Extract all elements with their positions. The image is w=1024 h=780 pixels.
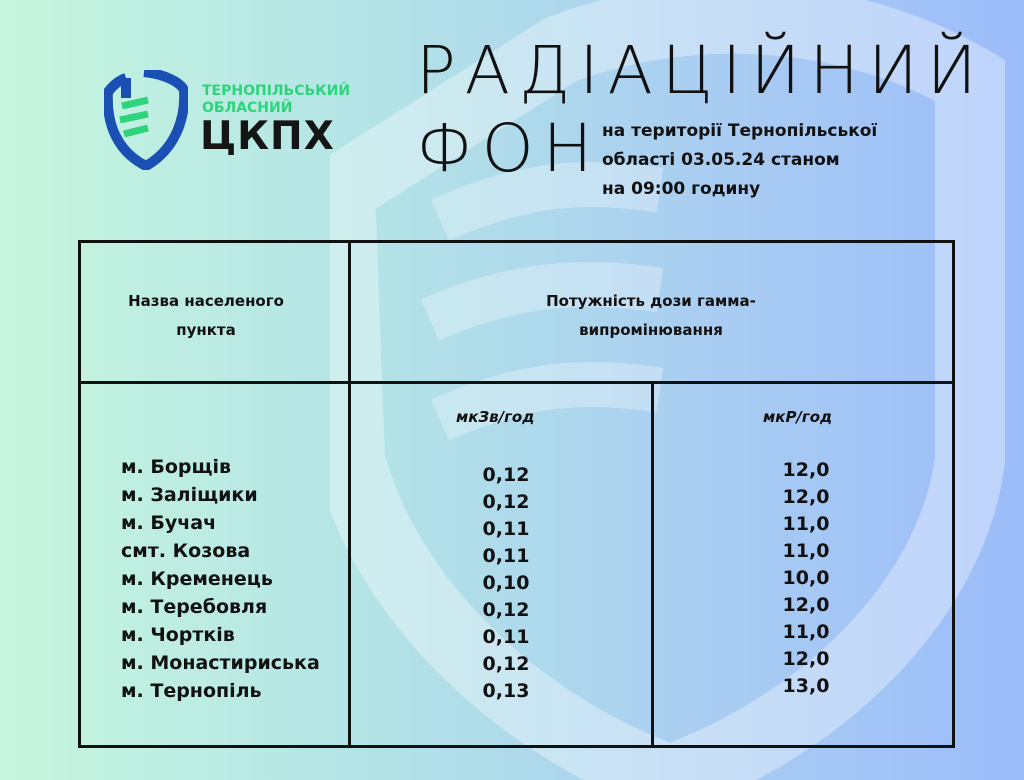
logo-text-line2: ОБЛАСНИЙ	[202, 100, 293, 116]
table-cell-ur: 12,0	[782, 594, 830, 616]
divider	[348, 243, 351, 745]
table-cell-usv: 0,13	[482, 680, 530, 702]
header-settlement: Назва населеного пункта	[128, 292, 284, 339]
table-cell-ur: 12,0	[782, 459, 830, 481]
table-cell-usv: 0,11	[482, 518, 530, 540]
subtitle-line: на 09:00 годину	[602, 179, 761, 199]
page-title-line1: РАДІАЦІЙНИЙ	[416, 32, 986, 109]
table-cell-ur: 11,0	[782, 621, 830, 643]
table-cell-name: м. Тернопіль	[121, 680, 262, 702]
subtitle-line: області 03.05.24 станом	[602, 150, 840, 170]
table-cell-name: м. Чортків	[121, 624, 235, 646]
subtitle-line: на території Тернопільської	[602, 121, 878, 141]
unit-usv: мкЗв/год	[456, 408, 535, 426]
table-cell-ur: 11,0	[782, 513, 830, 535]
usv-values: 0,12 0,12 0,11 0,11 0,10 0,12 0,11 0,12 0,13	[461, 462, 551, 705]
page-title-line2: ФОН	[416, 110, 602, 187]
table-cell-usv: 0,12	[482, 599, 530, 621]
shield-watermark-icon	[330, 0, 1005, 780]
table-cell-ur: 10,0	[782, 567, 830, 589]
table-cell-usv: 0,12	[482, 464, 530, 486]
table-cell-name: м. Заліщики	[121, 484, 258, 506]
table-cell-name: м. Борщів	[121, 456, 232, 478]
table-cell-name: м. Кременець	[121, 568, 273, 590]
header-dose: Потужність дози гамма-випромінювання	[546, 292, 756, 339]
table-cell-name: м. Монастириська	[121, 652, 320, 674]
table-cell-ur: 11,0	[782, 540, 830, 562]
table-cell-ur: 13,0	[782, 675, 830, 697]
table-cell-usv: 0,11	[482, 545, 530, 567]
table-cell-name: м. Бучач	[121, 512, 217, 534]
unit-ur: мкР/год	[763, 408, 833, 426]
ur-values: 12,0 12,0 11,0 11,0 10,0 12,0 11,0 12,0 13,0	[761, 457, 851, 700]
divider	[81, 381, 952, 384]
table-cell-ur: 12,0	[782, 486, 830, 508]
table-cell-usv: 0,10	[482, 572, 530, 594]
settlement-list: м. Борщів м. Заліщики м. Бучач смт. Козова м…	[121, 453, 320, 705]
table-cell-name: м. Теребовля	[121, 596, 268, 618]
logo-shield-icon	[104, 70, 188, 170]
table-cell-name: смт. Козова	[121, 540, 251, 562]
subtitle: на території Тернопільської області 03.0…	[602, 117, 877, 204]
table-cell-usv: 0,11	[482, 626, 530, 648]
radiation-table: Назва населеного пункта Потужність дози …	[78, 240, 955, 748]
table-cell-ur: 12,0	[782, 648, 830, 670]
logo-text-abbr: ЦКПХ	[200, 114, 335, 159]
table-cell-usv: 0,12	[482, 491, 530, 513]
logo-text-line1: ТЕРНОПІЛЬСЬКИЙ	[202, 83, 351, 99]
table-cell-usv: 0,12	[482, 653, 530, 675]
divider	[651, 381, 654, 745]
